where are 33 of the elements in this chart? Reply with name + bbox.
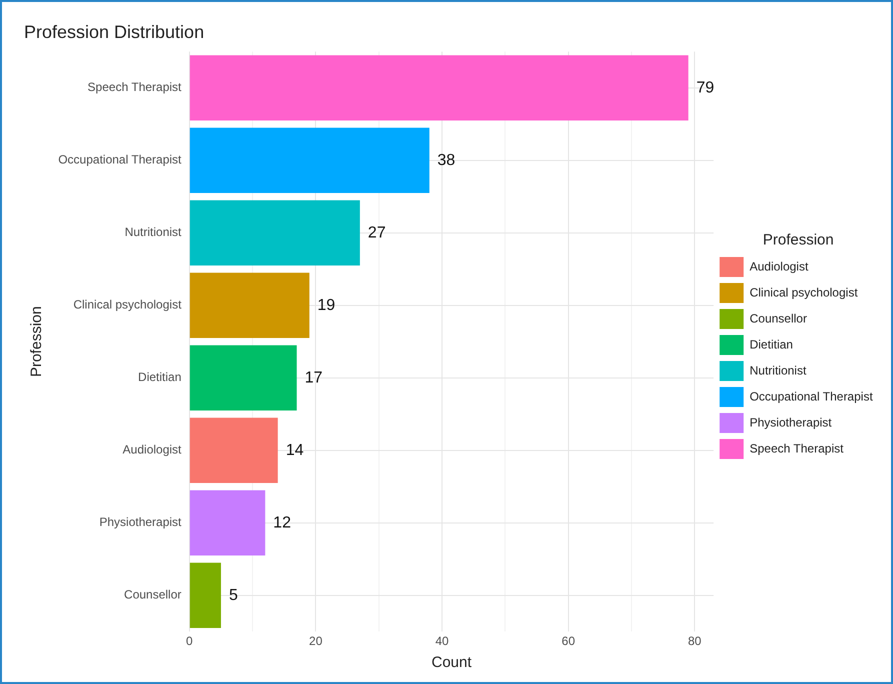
y-tick-label: Nutritionist: [124, 225, 182, 240]
data-label: 5: [228, 586, 238, 604]
legend-label: Counsellor: [750, 311, 807, 326]
legend-title: Profession: [762, 232, 834, 249]
data-label: 19: [317, 296, 336, 314]
legend-label: Physiotherapist: [750, 415, 832, 430]
data-label: 12: [273, 514, 292, 532]
legend-label: Nutritionist: [750, 363, 807, 378]
x-tick-label: 20: [309, 634, 323, 648]
legend-label: Dietitian: [750, 337, 793, 352]
y-tick-label: Occupational Therapist: [58, 152, 182, 167]
x-tick-label: 40: [435, 634, 450, 648]
legend-label: Occupational Therapist: [750, 389, 874, 404]
y-tick-label: Physiotherapist: [99, 515, 182, 530]
y-tick-label: Audiologist: [122, 442, 182, 457]
legend-label: Speech Therapist: [750, 441, 844, 456]
y-axis-title: Profession: [28, 306, 46, 378]
data-label: 27: [368, 224, 386, 242]
chart-title: Profession Distribution: [24, 22, 204, 42]
legend-label: Clinical psychologist: [750, 285, 858, 300]
legend-label: Audiologist: [750, 259, 809, 274]
x-tick-label: 60: [562, 634, 576, 648]
data-label: 17: [304, 369, 323, 386]
x-tick-label: 0: [186, 634, 194, 648]
y-tick-label: Speech Therapist: [88, 80, 182, 94]
data-label: 38: [437, 152, 456, 169]
data-label: 14: [286, 442, 304, 459]
x-tick-label: 80: [688, 634, 702, 648]
y-tick-label: Dietitian: [138, 370, 182, 384]
x-axis-title: Count: [431, 654, 472, 672]
y-tick-label: Clinical psychologist: [73, 298, 182, 312]
y-tick-label: Counsellor: [124, 588, 182, 602]
data-label: 79: [696, 79, 714, 96]
